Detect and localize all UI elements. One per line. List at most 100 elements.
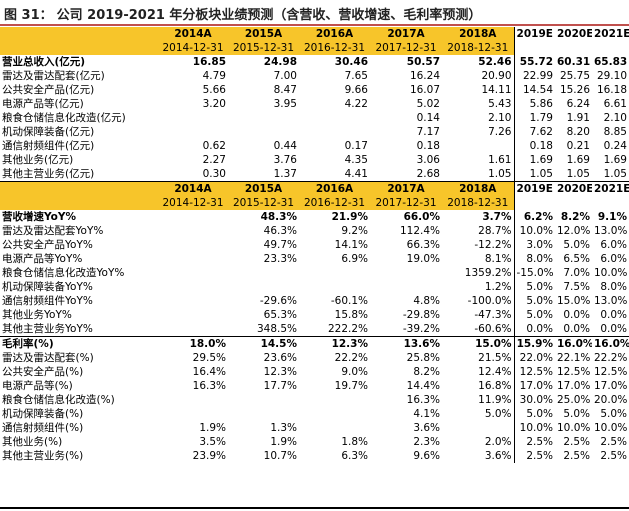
cell-value: 66.0% (403, 211, 440, 223)
figure-label: 图 31： (4, 8, 53, 23)
table-row: 粮食仓储信息化改造(%) 16.3% 11.9% 30.0% 25.0% 20.0% (0, 393, 629, 407)
cell-value: 8.0% (513, 252, 555, 266)
row-label: 其他主营业务YoY% (2, 323, 93, 335)
cell-value: 22.2% (594, 352, 628, 364)
cell-value: 55.72 (513, 55, 555, 69)
year-header: 2016A (299, 181, 370, 196)
row-label: 营业总收入(亿元) (2, 56, 86, 68)
cell-value: 7.26 (488, 126, 512, 138)
cell-value: 0.24 (603, 140, 627, 152)
cell-value: 0.17 (344, 140, 368, 152)
cell-value: 17.0% (594, 380, 628, 392)
date-header-blank (513, 41, 555, 55)
row-label: 毛利率(%) (0, 336, 158, 351)
year-header: 2015A (228, 27, 299, 41)
cell-value: 8.1% (484, 253, 512, 265)
table-row: 机动保障装备(%) 4.1% 5.0% 5.0% 5.0% 5.0% (0, 407, 629, 421)
cell-value: 16.07 (409, 84, 440, 96)
cell-value: 22.1% (557, 352, 591, 364)
cell-value: 12.3% (263, 366, 297, 378)
row-label: 粮食仓储信息化改造(%) (2, 394, 115, 406)
figure-title: 图 31： 公司 2019-2021 年分板块业绩预测（含营收、营收增速、毛利率预… (4, 4, 624, 23)
cell-value: 25.0% (557, 394, 591, 406)
cell-value: 23.3% (263, 253, 297, 265)
date-header: 2015-12-31 (228, 41, 299, 55)
cell-value: 1.9% (199, 422, 226, 434)
year-header: 2017A (370, 181, 442, 196)
row-label: 机动保障装备(亿元) (2, 126, 95, 138)
cell-value: 6.9% (341, 253, 368, 265)
year-header: 2018A (442, 181, 514, 196)
growth-year-header: 2014A 2015A 2016A 2017A 2018A 2019E 2020E 2021E (0, 181, 629, 196)
cell-value: 12.5% (513, 365, 555, 379)
table-row: 粮食仓储信息化改造YoY% 1359.2% -15.0% 7.0% 10.0% (0, 266, 629, 280)
date-header-blank (592, 41, 629, 55)
cell-value: 7.00 (273, 70, 297, 82)
row-label: 雷达及雷达配套(亿元) (2, 70, 105, 82)
cell-value: 2.68 (416, 168, 440, 180)
cell-value: 16.3% (406, 394, 440, 406)
year-header: 2020E (555, 27, 592, 41)
cell-value: 2.27 (202, 154, 226, 166)
cell-value (158, 125, 228, 139)
cell-value: 2.5% (513, 449, 555, 463)
cell-value: 18.0% (158, 336, 228, 351)
cell-value: 7.5% (563, 281, 590, 293)
cell-value: 5.0% (600, 408, 627, 420)
cell-value: 6.0% (600, 239, 627, 251)
table-row: 通信射频组件(%) 1.9% 1.3% 3.6% 10.0% 10.0% 10.0% (0, 421, 629, 435)
row-label: 通信射频组件(亿元) (2, 140, 95, 152)
cell-value: 8.2% (560, 211, 590, 223)
cell-value: 2.10 (603, 112, 627, 124)
cell-value: 15.8% (334, 309, 368, 321)
cell-value: 5.02 (416, 98, 440, 110)
cell-value: 3.0% (513, 238, 555, 252)
cell-value: 16.0% (592, 336, 629, 351)
cell-value: 10.0% (513, 421, 555, 435)
header-blank (0, 41, 158, 55)
cell-value: 4.8% (413, 295, 440, 307)
cell-value: 25.75 (559, 70, 590, 82)
date-header: 2017-12-31 (370, 196, 442, 210)
cell-value (299, 111, 370, 125)
year-header: 2016A (299, 27, 370, 41)
cell-value: 12.4% (478, 366, 512, 378)
cell-value (299, 421, 370, 435)
cell-value: -29.8% (402, 309, 440, 321)
year-header: 2019E (513, 27, 555, 41)
table-row: 营业总收入(亿元) 16.85 24.98 30.46 50.57 52.46 55.72 6… (0, 55, 629, 69)
year-header: 2017A (370, 27, 442, 41)
cell-value: 1.69 (603, 154, 627, 166)
cell-value: 10.0% (513, 224, 555, 238)
table-row: 营收增速YoY% 48.3% 21.9% 66.0% 3.7% 6.2% 8.2% 9.1% (0, 210, 629, 224)
cell-value: 4.35 (344, 154, 368, 166)
cell-value: 13.0% (594, 295, 628, 307)
cell-value: 28.7% (478, 225, 512, 237)
bottom-rule (0, 507, 629, 509)
table-row: 其他业务(%) 3.5% 1.9% 1.8% 2.3% 2.0% 2.5% 2.5% 2.5% (0, 435, 629, 449)
cell-value: 7.62 (513, 125, 555, 139)
cell-value: 3.6% (484, 450, 512, 462)
cell-value: 15.0% (442, 336, 514, 351)
cell-value: 14.1% (334, 239, 368, 251)
cell-value: 16.24 (409, 70, 440, 82)
title-rule (0, 24, 629, 26)
cell-value: 2.5% (513, 435, 555, 449)
cell-value: 17.0% (513, 379, 555, 393)
figure-caption: 公司 2019-2021 年分板块业绩预测（含营收、营收增速、毛利率预测） (56, 8, 482, 23)
cell-value (158, 224, 228, 238)
cell-value: 29.5% (192, 352, 226, 364)
cell-value: 10.0% (594, 422, 628, 434)
row-label: 公共安全产品(%) (2, 366, 84, 378)
table-row: 电源产品等YoY% 23.3% 6.9% 19.0% 8.1% 8.0% 6.5% 6.0% (0, 252, 629, 266)
cell-value: 9.66 (344, 84, 368, 96)
cell-value: 10.0% (594, 267, 628, 279)
cell-value: 0.21 (566, 140, 590, 152)
cell-value: 30.46 (334, 56, 368, 68)
cell-value: 23.9% (192, 450, 226, 462)
cell-value: 22.2% (334, 352, 368, 364)
cell-value: 60.31 (557, 56, 591, 68)
forecast-table: 2014A 2015A 2016A 2017A 2018A 2019E 2020E 2021E… (0, 27, 629, 463)
cell-value: 15.9% (513, 336, 555, 351)
cell-value: 5.0% (513, 308, 555, 322)
